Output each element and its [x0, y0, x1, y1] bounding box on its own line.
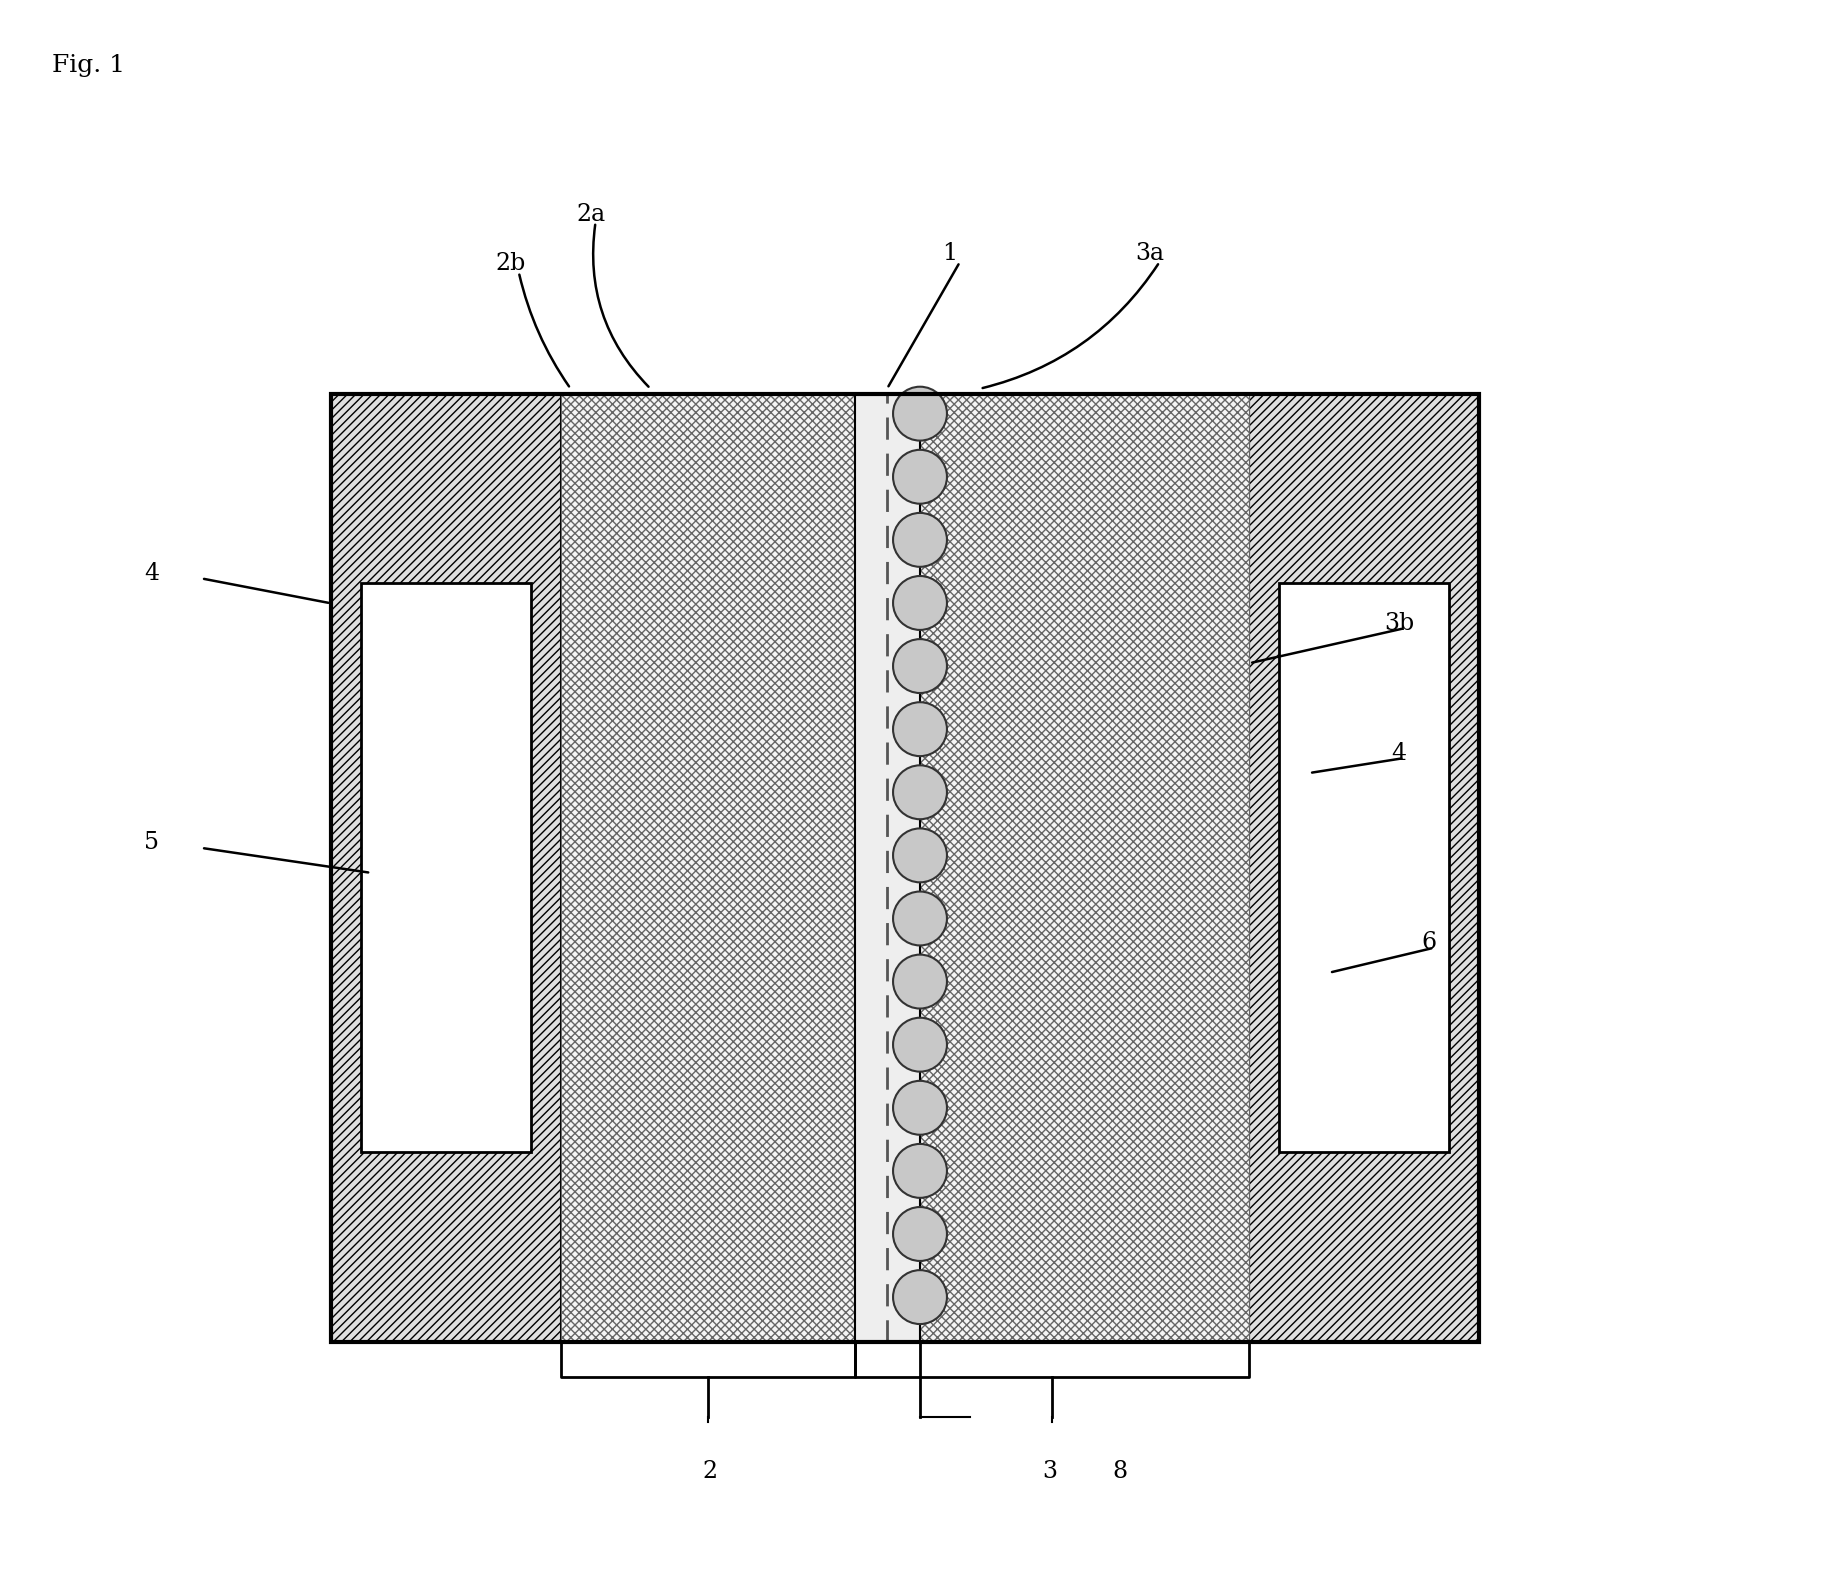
- Bar: [920, 393, 1250, 1342]
- Bar: [561, 393, 859, 1342]
- Circle shape: [892, 387, 948, 440]
- Text: 4: 4: [144, 562, 159, 585]
- Circle shape: [892, 829, 948, 882]
- Bar: [1250, 393, 1479, 1342]
- Circle shape: [892, 450, 948, 503]
- Text: 5: 5: [144, 832, 159, 854]
- Circle shape: [892, 955, 948, 1008]
- Text: 1: 1: [942, 242, 957, 266]
- Circle shape: [892, 1269, 948, 1324]
- Text: 2b: 2b: [496, 252, 526, 275]
- Circle shape: [892, 576, 948, 629]
- Bar: [1280, 584, 1449, 1153]
- Bar: [332, 393, 1479, 1342]
- Text: 8: 8: [1112, 1460, 1127, 1483]
- Bar: [332, 393, 561, 1342]
- Text: 2a: 2a: [575, 203, 605, 225]
- Circle shape: [892, 892, 948, 945]
- Text: 4: 4: [1392, 741, 1407, 764]
- Bar: [361, 584, 531, 1153]
- Text: Fig. 1: Fig. 1: [52, 55, 125, 77]
- Text: 6: 6: [1422, 931, 1436, 955]
- Circle shape: [892, 639, 948, 694]
- Circle shape: [892, 1144, 948, 1199]
- Text: 3: 3: [1042, 1460, 1057, 1483]
- Text: 2: 2: [703, 1460, 717, 1483]
- Text: 3b: 3b: [1385, 612, 1414, 635]
- Circle shape: [892, 766, 948, 820]
- Circle shape: [892, 1018, 948, 1071]
- Circle shape: [892, 1081, 948, 1134]
- Circle shape: [892, 513, 948, 566]
- Text: 3a: 3a: [1136, 242, 1164, 266]
- Circle shape: [892, 702, 948, 757]
- Circle shape: [892, 1206, 948, 1262]
- Bar: [856, 393, 920, 1342]
